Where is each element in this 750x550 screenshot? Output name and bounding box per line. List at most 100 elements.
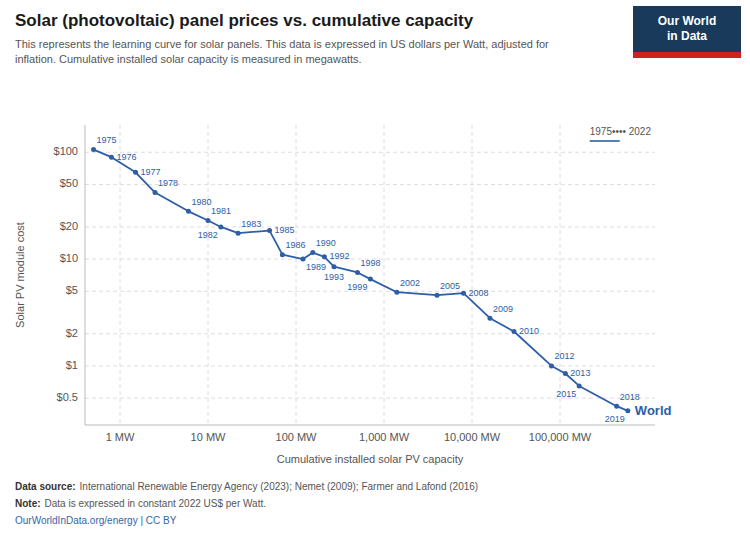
point-label: 1990 [316,238,336,248]
point [331,264,336,269]
point [109,155,114,160]
point-label: 1998 [361,258,381,268]
point [625,408,630,413]
point-label: 1982 [198,230,218,240]
url: OurWorldInData.org/energy | CC BY [15,515,177,526]
point-label: 2010 [519,326,539,336]
note: Note:Data is expressed in constant 2022 … [15,498,266,509]
logo-bar [633,52,741,58]
point [512,329,517,334]
grid-line [208,125,209,425]
point [461,291,466,296]
point-label: 1980 [191,197,211,207]
x-tick-label: 100 MW [276,431,318,443]
data-layer [91,147,630,413]
x-tick-label: 100,000 MW [529,431,592,443]
y-tick-label: $1 [66,359,78,371]
point-label: 1978 [158,178,178,188]
point [563,371,568,376]
subtitle: This represents the learning curve for s… [15,38,549,65]
point [267,228,272,233]
point-label: 1993 [324,272,344,282]
point-label: 2019 [605,414,625,424]
point [394,290,399,295]
line [94,150,628,411]
point [206,218,211,223]
y-tick-label: $100 [54,145,78,157]
point-label: 2005 [440,281,460,291]
point [487,316,492,321]
point [186,209,191,214]
y-tick-label: $50 [60,177,78,189]
logo-box [633,6,741,58]
labels: World 1975 1976 19771978 19801981 1982 1983 198… [97,135,672,424]
note-text: Data is expressed in constant 2022 US$ p… [45,498,266,509]
point-label: 1975 [97,135,117,145]
point-label: 1977 [141,167,161,177]
point [236,231,241,236]
grid-line [120,125,121,425]
point-label: 2009 [493,304,513,314]
x-axis-label: Cumulative installed solar PV capacity [277,453,464,465]
point [218,224,223,229]
legend-label: 1975•••• 2022 [590,126,652,137]
point [368,277,373,282]
point-label: 1989 [306,262,326,272]
chart: Solar (photovoltaic) panel prices vs. cu… [0,0,750,550]
x-tick-label: 1 MW [106,431,135,443]
grid-line [560,125,561,425]
point [355,270,360,275]
point-label: 1985 [275,225,295,235]
y-tick-label: $2 [66,327,78,339]
y-axis-label: Solar PV module cost [14,222,26,328]
grid-line [296,125,297,425]
point [280,252,285,257]
source: Data source: International Renewable Ener… [15,481,478,492]
point [435,293,440,298]
grid [85,125,655,425]
point-label: 1981 [211,206,231,216]
source-text: International Renewable Energy Agency (2… [80,481,479,492]
annotation: World [635,403,672,418]
point-label: 2002 [400,278,420,288]
point [310,250,315,255]
grid-line [384,125,385,425]
subtitle-line: This represents the learning curve for s… [15,38,549,50]
grid-line [472,125,473,425]
y-tick-label: $20 [60,220,78,232]
x-axis-line [85,425,655,426]
grid-line [85,291,655,292]
grid-line [85,333,655,334]
point [614,404,619,409]
subtitle-line: inflation. Cumulative installed solar ca… [15,53,362,65]
y-tick-label: $0.5 [57,391,78,403]
x-tick-label: 10 MW [191,431,226,443]
point-label: 1983 [241,219,261,229]
grid-line [85,226,655,227]
point-label: 2018 [620,392,640,402]
x-tick-label: 10,000 MW [444,431,501,443]
point-label: 1986 [285,240,305,250]
logo-text: in Data [667,29,707,43]
point [549,363,554,368]
point-label: 2013 [570,368,590,378]
y-tick-label: $10 [60,252,78,264]
point [153,190,158,195]
point [577,383,582,388]
point [133,170,138,175]
y-axis-line [85,125,86,425]
point-label: 2008 [468,288,488,298]
grid-line [85,365,655,366]
point-label: 2012 [555,351,575,361]
legend: 1975•••• 2022 [590,126,652,141]
logo: Our Worldin Data [633,6,741,58]
point-label: 2015 [556,389,576,399]
legend-swatch [590,140,620,142]
point [300,257,305,262]
point-label: 1992 [329,251,349,261]
logo-text: Our World [658,14,716,28]
source-label: Data source: [15,481,76,492]
point-label: 1976 [116,152,136,162]
point-label: 1999 [347,282,367,292]
point [91,147,96,152]
